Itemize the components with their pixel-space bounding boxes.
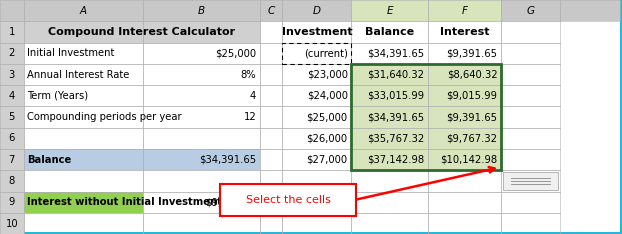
Text: Select the cells: Select the cells: [246, 195, 330, 205]
Text: D: D: [313, 6, 321, 16]
Bar: [24, 192, 143, 213]
Bar: [351, 85, 428, 106]
Bar: [428, 85, 501, 106]
Text: Balance: Balance: [365, 27, 414, 37]
Text: $9,015.99: $9,015.99: [447, 91, 498, 101]
Bar: [428, 128, 501, 149]
Text: $26,000: $26,000: [307, 133, 348, 143]
Bar: [260, 0, 282, 21]
Text: A: A: [80, 6, 87, 16]
Text: Interest: Interest: [440, 27, 490, 37]
Text: $33,015.99: $33,015.99: [367, 91, 424, 101]
Text: $34,391.65: $34,391.65: [199, 155, 256, 165]
Text: 7: 7: [9, 155, 15, 165]
Text: $34,391.65: $34,391.65: [367, 48, 424, 58]
Text: $23,000: $23,000: [307, 69, 348, 80]
Text: 5: 5: [9, 112, 15, 122]
Text: $8,640.32: $8,640.32: [447, 69, 498, 80]
Bar: [0, 21, 24, 43]
Text: 9: 9: [9, 197, 15, 207]
Text: $10,142.98: $10,142.98: [440, 155, 498, 165]
Text: 4: 4: [250, 91, 256, 101]
Text: $25,000: $25,000: [307, 112, 348, 122]
Bar: [428, 106, 501, 128]
Bar: [143, 149, 260, 170]
Bar: [428, 0, 501, 21]
Bar: [0, 213, 24, 234]
Bar: [428, 0, 501, 21]
Text: G: G: [527, 6, 534, 16]
Text: $9,391.65: $9,391.65: [447, 48, 498, 58]
Text: (current): (current): [304, 48, 348, 58]
Text: 8: 8: [9, 176, 15, 186]
Text: 4: 4: [9, 91, 15, 101]
Bar: [0, 85, 24, 106]
Text: F: F: [462, 6, 468, 16]
Text: 1: 1: [9, 27, 15, 37]
Text: 6: 6: [9, 133, 15, 143]
Bar: [24, 0, 143, 21]
Bar: [24, 149, 143, 170]
Text: Initial Investment: Initial Investment: [27, 48, 114, 58]
Text: $25,000: $25,000: [215, 48, 256, 58]
Text: $37,142.98: $37,142.98: [367, 155, 424, 165]
Text: Compounding periods per year: Compounding periods per year: [27, 112, 182, 122]
Text: Balance: Balance: [27, 155, 71, 165]
Bar: [351, 0, 428, 21]
Bar: [351, 128, 428, 149]
Text: $31,640.32: $31,640.32: [367, 69, 424, 80]
Bar: [282, 43, 351, 64]
Text: 2: 2: [9, 48, 15, 58]
Bar: [351, 64, 501, 170]
Text: $9,767.32: $9,767.32: [447, 133, 498, 143]
Text: C: C: [267, 6, 275, 16]
Text: Term (Years): Term (Years): [27, 91, 88, 101]
Text: E: E: [386, 6, 393, 16]
Bar: [428, 64, 501, 85]
Text: Interest without Initial Investment: Interest without Initial Investment: [27, 197, 221, 207]
Bar: [0, 106, 24, 128]
Bar: [143, 0, 260, 21]
Text: Compound Interest Calculator: Compound Interest Calculator: [49, 27, 235, 37]
Text: $9,391.65: $9,391.65: [205, 197, 256, 207]
FancyBboxPatch shape: [220, 184, 356, 216]
Text: Investment: Investment: [282, 27, 352, 37]
Bar: [351, 106, 428, 128]
Bar: [0, 192, 24, 213]
Bar: [351, 0, 428, 21]
Bar: [560, 0, 620, 21]
Bar: [282, 0, 351, 21]
Bar: [0, 149, 24, 170]
Bar: [0, 64, 24, 85]
Text: B: B: [198, 6, 205, 16]
Text: $27,000: $27,000: [307, 155, 348, 165]
FancyBboxPatch shape: [503, 172, 558, 190]
Text: $34,391.65: $34,391.65: [367, 112, 424, 122]
Bar: [351, 149, 428, 170]
Text: $24,000: $24,000: [307, 91, 348, 101]
Bar: [0, 170, 24, 192]
Bar: [428, 149, 501, 170]
Text: 10: 10: [6, 219, 18, 229]
Bar: [0, 43, 24, 64]
Bar: [0, 0, 24, 21]
Text: 3: 3: [9, 69, 15, 80]
Text: Annual Interest Rate: Annual Interest Rate: [27, 69, 129, 80]
Bar: [351, 64, 428, 85]
Bar: [501, 0, 560, 21]
Text: $9,391.65: $9,391.65: [447, 112, 498, 122]
Bar: [0, 128, 24, 149]
Text: $35,767.32: $35,767.32: [367, 133, 424, 143]
Text: 12: 12: [244, 112, 256, 122]
Text: 8%: 8%: [241, 69, 256, 80]
Bar: [24, 21, 260, 43]
